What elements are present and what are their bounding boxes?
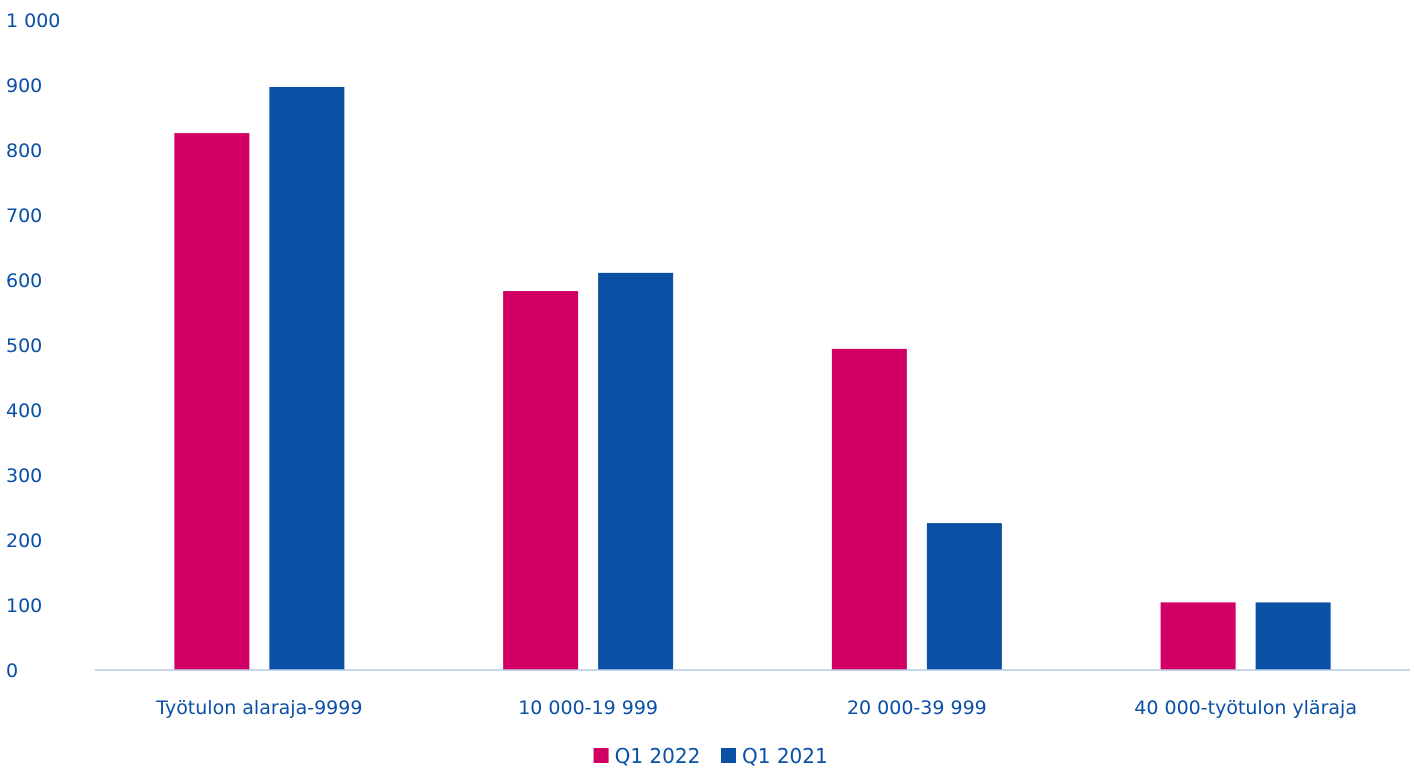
x-axis-ticks: Työtulon alaraja-9999 10 000-19 999 20 000… <box>155 697 1357 719</box>
y-tick-label: 400 <box>6 400 42 422</box>
legend-swatch <box>593 748 609 763</box>
bar <box>1255 602 1331 670</box>
x-tick-label: 20 000-39 999 <box>847 697 987 719</box>
y-tick-label: 300 <box>6 465 42 487</box>
y-tick-label: 0 <box>6 660 18 682</box>
y-tick-label: 900 <box>6 75 42 97</box>
bar <box>831 348 907 670</box>
y-axis-ticks: 0 100 200 300 400 500 600 700 800 900 1 000 <box>6 10 60 682</box>
y-tick-label: 700 <box>6 205 42 227</box>
legend-item: Q1 2022 <box>593 744 701 768</box>
y-tick-label: 200 <box>6 530 42 552</box>
legend: Q1 2022 Q1 2021 <box>593 744 828 768</box>
x-tick-label: 40 000-työtulon yläraja <box>1134 697 1357 719</box>
y-tick-label: 800 <box>6 140 42 162</box>
bars <box>174 86 1331 671</box>
y-tick-label: 600 <box>6 270 42 292</box>
x-tick-label: Työtulon alaraja-9999 <box>155 697 362 719</box>
bar <box>926 523 1002 670</box>
legend-label: Q1 2022 <box>615 744 701 768</box>
y-tick-label: 100 <box>6 595 42 617</box>
y-tick-label: 1 000 <box>6 10 60 32</box>
legend-label: Q1 2021 <box>742 744 828 768</box>
bar <box>269 86 345 670</box>
bar <box>598 272 674 670</box>
x-tick-label: 10 000-19 999 <box>518 697 658 719</box>
legend-swatch <box>721 748 736 763</box>
bar <box>503 291 579 670</box>
y-tick-label: 500 <box>6 335 42 357</box>
bar <box>174 133 250 671</box>
bar <box>1160 602 1236 670</box>
legend-item: Q1 2021 <box>721 744 828 768</box>
